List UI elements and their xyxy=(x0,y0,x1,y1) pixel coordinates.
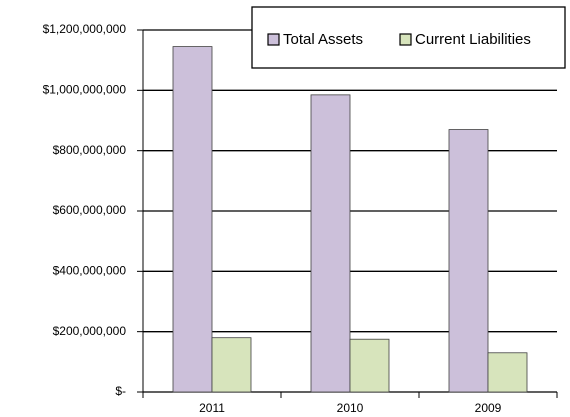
bar xyxy=(487,352,528,393)
y-tick-label: $800,000,000 xyxy=(53,143,127,157)
x-tick-label: 2010 xyxy=(337,401,364,415)
y-tick-label: $1,200,000,000 xyxy=(43,22,127,36)
legend-label: Total Assets xyxy=(283,31,363,48)
y-tick-label: $1,000,000,000 xyxy=(43,83,127,97)
y-tick-label: $600,000,000 xyxy=(53,203,127,217)
bar xyxy=(172,46,213,393)
bar xyxy=(448,129,489,393)
legend-swatch xyxy=(267,33,280,46)
y-tick-label: $200,000,000 xyxy=(53,324,127,338)
x-tick-label: 2009 xyxy=(475,401,502,415)
y-tick-label: $- xyxy=(115,384,126,398)
legend-label: Current Liabilities xyxy=(415,31,531,48)
bar xyxy=(349,338,390,393)
bar xyxy=(310,94,351,393)
x-tick-label: 2011 xyxy=(199,401,225,415)
bar xyxy=(211,337,252,393)
y-tick-label: $400,000,000 xyxy=(53,264,127,278)
legend-swatch xyxy=(399,33,412,46)
